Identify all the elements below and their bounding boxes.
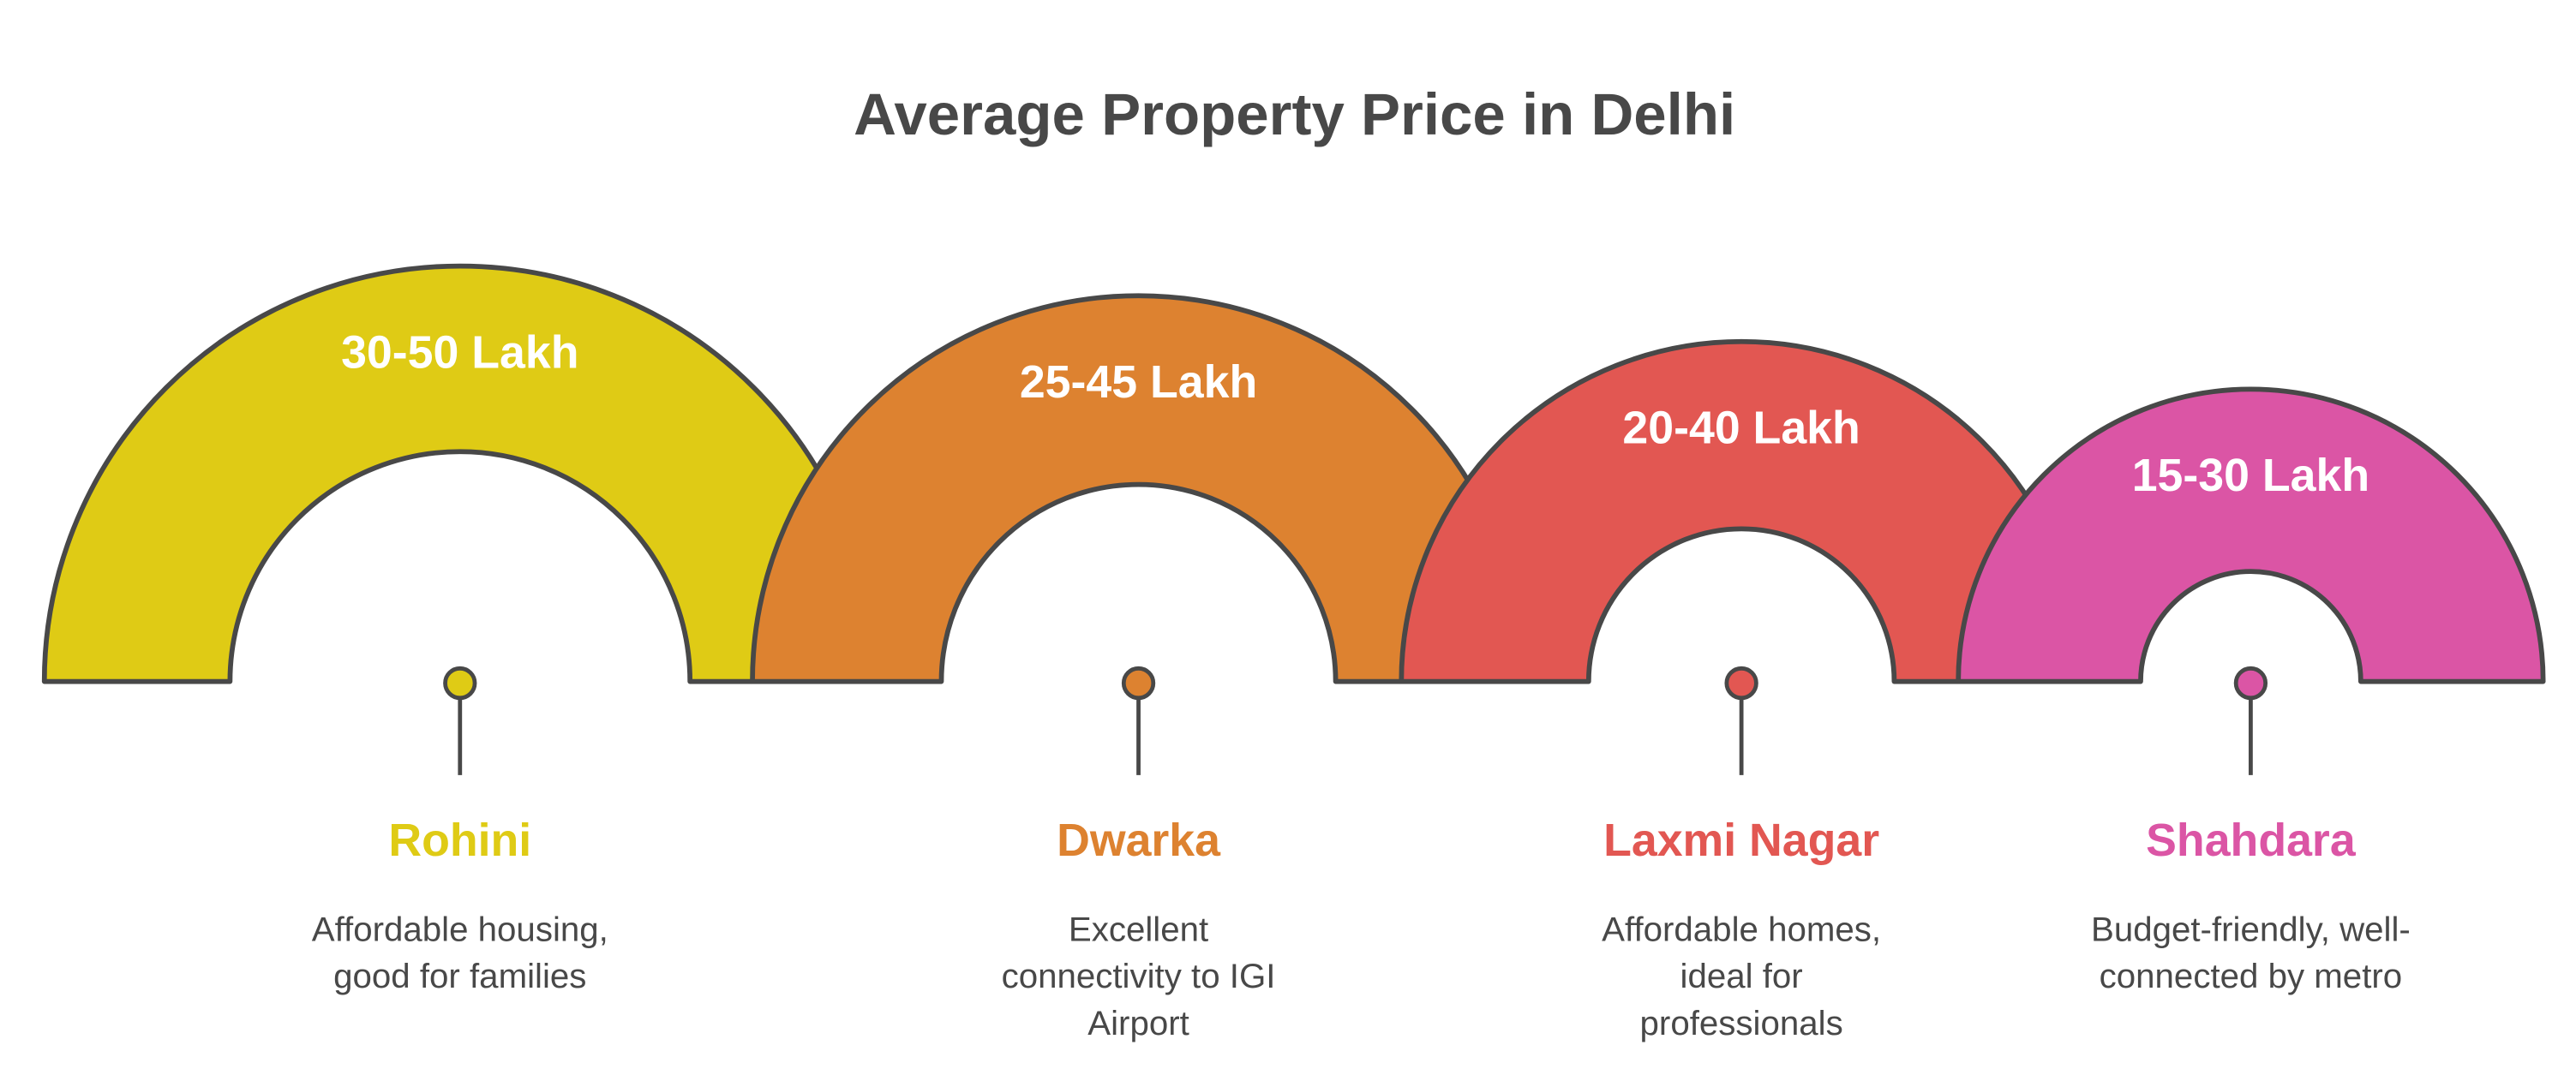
area-description-line: Affordable homes,: [1602, 911, 1881, 949]
page-title: Average Property Price in Delhi: [854, 81, 1735, 147]
marker-dot: [2233, 666, 2268, 701]
marker-dot: [1121, 666, 1156, 701]
area-description-line: ideal for: [1680, 957, 1803, 995]
area-description-line: professionals: [1640, 1004, 1843, 1042]
price-label: 25-45 Lakh: [1020, 356, 1257, 408]
area-description-line: Affordable housing,: [312, 911, 608, 949]
marker-dot: [1724, 666, 1758, 701]
area-name: Laxmi Nagar: [1603, 815, 1879, 866]
area-description-line: Excellent: [1069, 911, 1208, 949]
area-laxmi-nagar: 20-40 Lakh Laxmi Nagar Affordable homes, id…: [1399, 338, 2084, 1042]
price-label: 20-40 Lakh: [1622, 403, 1860, 454]
area-description-line: connectivity to IGI: [1002, 957, 1276, 995]
arc-band: [1956, 386, 2546, 684]
area-rohini: 30-50 Lakh Rohini Affordable housing, good …: [41, 263, 878, 995]
area-description-line: good for families: [333, 957, 586, 995]
area-name: Shahdara: [2146, 815, 2357, 866]
price-label: 30-50 Lakh: [341, 326, 578, 378]
area-shahdara: 15-30 Lakh Shahdara Budget-friendly, well-…: [1956, 386, 2546, 995]
price-label: 15-30 Lakh: [2132, 450, 2369, 501]
area-description-line: connected by metro: [2100, 957, 2403, 995]
area-description-line: Airport: [1087, 1004, 1189, 1042]
area-name: Rohini: [388, 815, 531, 866]
marker-dot: [443, 666, 477, 701]
area-name: Dwarka: [1057, 815, 1221, 866]
area-description-line: Budget-friendly, well-: [2091, 911, 2411, 949]
